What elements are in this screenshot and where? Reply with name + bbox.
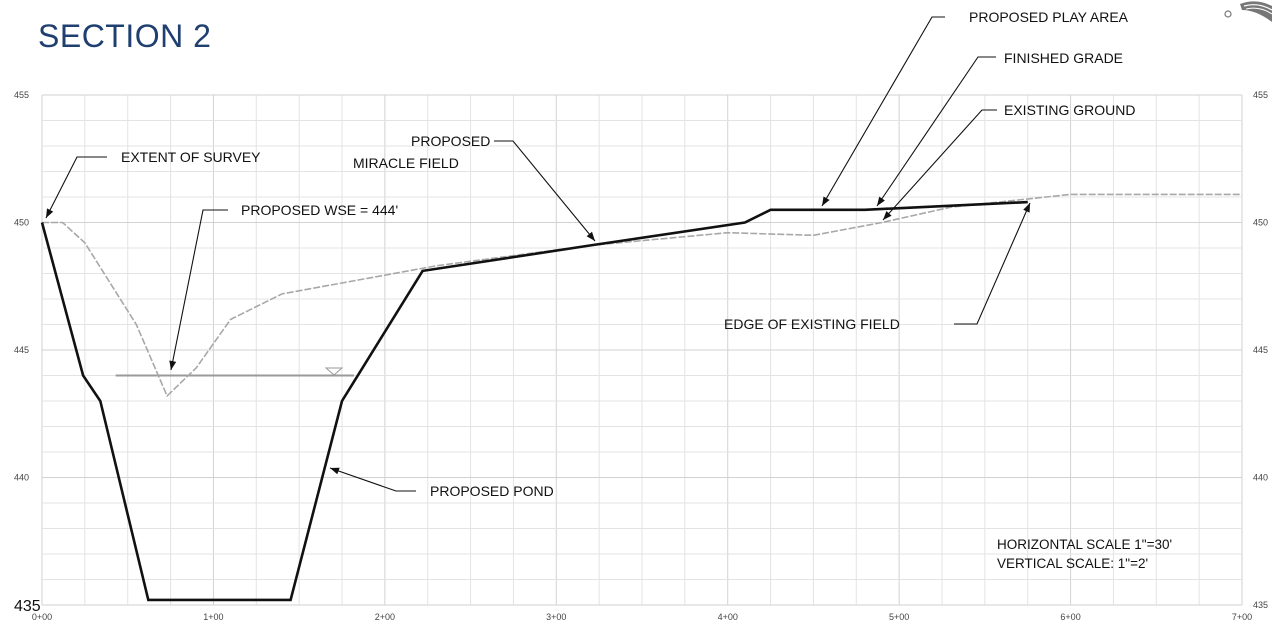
leader-arrowhead xyxy=(877,196,885,206)
x-axis-label: 7+00 xyxy=(1232,612,1252,622)
callout-pond: PROPOSED POND xyxy=(430,483,554,499)
y-axis-label-left: 450 xyxy=(14,218,29,228)
leader-arrowhead xyxy=(46,208,54,218)
x-axis-label: 5+00 xyxy=(889,612,909,622)
callout-play-area: PROPOSED PLAY AREA xyxy=(969,9,1129,25)
callout-edge-field: EDGE OF EXISTING FIELD xyxy=(724,316,900,332)
y-axis-label-right: 450 xyxy=(1253,218,1268,228)
callout-finished-grade: FINISHED GRADE xyxy=(1004,50,1123,66)
y-axis-label-left: 445 xyxy=(14,345,29,355)
grid xyxy=(41,94,1243,606)
y-axis-label-right: 445 xyxy=(1253,345,1268,355)
vertical-scale-note: VERTICAL SCALE: 1"=2' xyxy=(997,556,1149,571)
leader-arrowhead xyxy=(169,360,177,370)
x-axis-label: 4+00 xyxy=(718,612,738,622)
leader-arrowhead xyxy=(883,211,892,220)
x-axis-label: 3+00 xyxy=(546,612,566,622)
leader-lines xyxy=(45,16,1031,492)
y-axis-label-right: 455 xyxy=(1253,90,1268,100)
y-axis-label-right: 435 xyxy=(1253,600,1268,610)
y-axis-label-left: 455 xyxy=(14,90,29,100)
x-axis-label: 1+00 xyxy=(203,612,223,622)
scale-notes: HORIZONTAL SCALE 1"=30' VERTICAL SCALE: … xyxy=(997,535,1172,573)
leader-existing-ground xyxy=(882,109,997,221)
leader-pond xyxy=(329,467,416,492)
leader-arrowhead xyxy=(1023,203,1030,213)
existing-ground-line xyxy=(42,193,1242,398)
axis-labels: 0+00 1+00 2+00 3+00 4+00 5+00 6+00 7+00 455 450 44… xyxy=(14,90,1268,622)
leader-edge-field xyxy=(954,202,1031,325)
callout-miracle-field-line2: MIRACLE FIELD xyxy=(353,155,459,171)
leader-wse xyxy=(170,209,228,371)
leader-arrowhead xyxy=(586,231,595,241)
callout-extent-survey: EXTENT OF SURVEY xyxy=(121,149,261,165)
callout-existing-ground: EXISTING GROUND xyxy=(1004,102,1135,118)
y-axis-label-right: 440 xyxy=(1253,473,1268,483)
x-axis-label: 6+00 xyxy=(1060,612,1080,622)
x-axis-label: 2+00 xyxy=(375,612,395,622)
leader-miracle-field xyxy=(494,140,596,242)
section-title: SECTION 2 xyxy=(38,18,212,54)
leader-arrowhead xyxy=(822,196,830,206)
y-bottom-left-label: 435 xyxy=(14,598,41,615)
water-surface-symbol xyxy=(324,367,344,376)
horizontal-scale-note: HORIZONTAL SCALE 1"=30' xyxy=(997,537,1173,552)
leader-finished-grade xyxy=(876,56,996,207)
finished-grade-line xyxy=(40,200,1028,602)
y-axis-label-left: 440 xyxy=(14,473,29,483)
leader-arrowhead xyxy=(330,467,340,475)
north-arrow-fragment xyxy=(1224,1,1272,22)
leader-extent-survey xyxy=(45,156,107,219)
callout-miracle-field-line1: PROPOSED xyxy=(411,133,490,149)
callout-wse: PROPOSED WSE = 444' xyxy=(241,202,398,218)
leader-play-area xyxy=(821,16,945,207)
x-axis-label: 0+00 xyxy=(32,612,52,622)
